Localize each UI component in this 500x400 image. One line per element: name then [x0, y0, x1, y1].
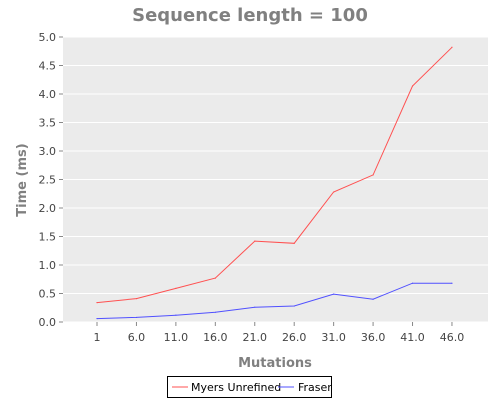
x-tick-label: 46.0	[440, 331, 465, 344]
x-axis-title: Mutations	[238, 356, 312, 371]
x-tick-label: 16.0	[203, 331, 228, 344]
y-tick-label: 3.5	[39, 117, 57, 130]
data-point	[135, 298, 138, 300]
x-tick-label: 31.0	[321, 331, 346, 344]
legend-label: Fraser	[298, 381, 332, 394]
y-tick-label: 0.5	[39, 288, 57, 301]
data-point	[293, 242, 295, 244]
x-tick-label: 6.0	[128, 331, 146, 344]
x-tick-label: 11.0	[164, 331, 189, 344]
data-point	[293, 305, 295, 307]
y-tick-label: 1.0	[39, 259, 57, 272]
x-tick-label: 26.0	[282, 331, 307, 344]
data-point	[333, 293, 335, 295]
data-point	[411, 85, 414, 87]
x-tick-label: 36.0	[361, 331, 386, 344]
y-tick-label: 2.0	[39, 202, 57, 215]
data-point	[451, 282, 453, 284]
data-point	[254, 240, 256, 242]
y-tick-label: 2.5	[39, 174, 57, 187]
y-axis-ticks: 0.0 0.5 1.0 1.5 2.0 2.5 3.0 3.5 4.0 4.5 5.0	[39, 31, 63, 329]
legend-box	[167, 376, 332, 398]
y-tick-label: 3.0	[39, 145, 57, 158]
series-line-myers-unrefined	[96, 46, 453, 304]
data-point	[333, 191, 335, 193]
x-tick-label: 21.0	[243, 331, 268, 344]
series-line-fraser	[96, 282, 452, 320]
x-tick-label: 1	[94, 331, 101, 344]
data-point	[175, 287, 177, 289]
data-point	[372, 174, 374, 176]
chart-title: Sequence length = 100	[132, 5, 368, 26]
data-point	[175, 314, 177, 316]
series-lines	[96, 46, 453, 320]
y-tick-label: 0.0	[39, 316, 57, 329]
data-point	[372, 298, 374, 300]
legend: Myers Unrefined Fraser	[167, 376, 332, 398]
data-point	[254, 306, 256, 308]
data-point	[135, 316, 138, 319]
x-axis-ticks: 1 6.0 11.0 16.0 21.0 26.0 31.0 36.0 41.0 46.0	[94, 322, 465, 344]
y-tick-label: 4.0	[39, 88, 57, 101]
data-point	[451, 46, 453, 48]
y-tick-label: 4.5	[39, 60, 57, 73]
data-point	[214, 277, 216, 279]
y-tick-label: 5.0	[39, 31, 57, 44]
y-axis-title: Time (ms)	[15, 143, 30, 216]
grid-lines	[63, 36, 488, 323]
y-tick-label: 1.5	[39, 231, 57, 244]
data-point	[96, 302, 98, 304]
x-tick-label: 41.0	[400, 331, 425, 344]
legend-label: Myers Unrefined	[191, 381, 281, 394]
data-point	[96, 317, 98, 320]
data-point	[411, 282, 414, 284]
data-point	[214, 311, 216, 313]
